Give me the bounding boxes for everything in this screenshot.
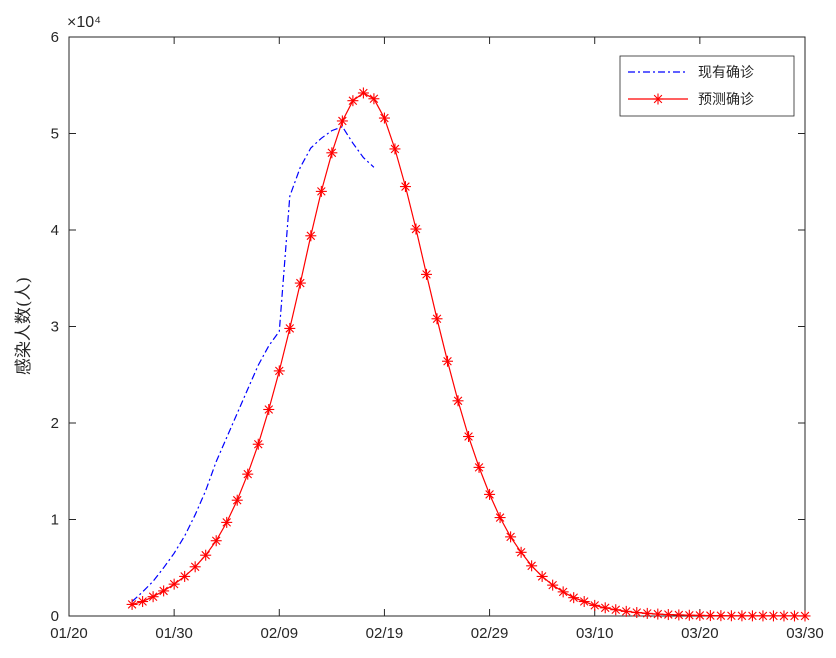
legend-star-marker xyxy=(652,93,664,105)
legend-star xyxy=(652,93,664,105)
data-point xyxy=(263,403,275,415)
data-point xyxy=(505,531,517,543)
data-point xyxy=(147,591,159,603)
data-point xyxy=(568,592,580,604)
data-point xyxy=(631,607,643,619)
data-point xyxy=(357,87,369,99)
data-point xyxy=(336,115,348,127)
data-point xyxy=(463,431,475,443)
x-tick-label: 02/19 xyxy=(366,625,404,642)
data-point xyxy=(179,570,191,582)
data-point xyxy=(378,112,390,124)
data-point xyxy=(704,610,716,622)
data-point xyxy=(410,223,422,235)
data-point xyxy=(431,313,443,325)
data-point xyxy=(641,607,653,619)
data-point xyxy=(168,578,180,590)
data-point xyxy=(231,494,243,506)
data-point xyxy=(126,598,138,610)
data-point xyxy=(652,608,664,620)
data-point xyxy=(452,395,464,407)
data-point xyxy=(210,535,222,547)
y-axis-label: 感染人数(人) xyxy=(14,277,34,375)
x-tick-label: 03/30 xyxy=(786,625,824,642)
data-point xyxy=(715,610,727,622)
x-tick-label: 02/29 xyxy=(471,625,509,642)
data-point xyxy=(736,610,748,622)
data-point xyxy=(473,461,485,473)
legend-label-observed: 现有确诊 xyxy=(698,64,754,80)
y-tick-label: 2 xyxy=(51,415,59,432)
data-point xyxy=(620,605,632,617)
data-point xyxy=(200,549,212,561)
data-point xyxy=(273,365,285,377)
data-point xyxy=(347,95,359,107)
data-point xyxy=(683,609,695,621)
y-tick-label: 6 xyxy=(51,29,59,46)
legend-label-predicted: 预测确诊 xyxy=(698,91,754,107)
data-point xyxy=(294,277,306,289)
x-tick-label: 01/20 xyxy=(50,625,88,642)
data-point xyxy=(557,586,569,598)
y-tick-label: 4 xyxy=(51,222,59,239)
data-point xyxy=(242,468,254,480)
data-point xyxy=(305,230,317,242)
plot-area xyxy=(68,36,806,617)
data-point xyxy=(662,609,674,621)
data-point xyxy=(158,585,170,597)
data-point xyxy=(252,438,264,450)
legend-box xyxy=(619,55,795,117)
data-point xyxy=(589,599,601,611)
data-point xyxy=(746,610,758,622)
y-tick-label: 0 xyxy=(51,608,59,625)
x-tick-label: 03/10 xyxy=(576,625,614,642)
y-tick-label: 5 xyxy=(51,126,59,143)
data-point xyxy=(788,610,800,622)
legend: 现有确诊 预测确诊 xyxy=(619,55,795,117)
data-point xyxy=(399,181,411,193)
data-point xyxy=(610,604,622,616)
y-axis: 0 1 2 3 4 5 6 xyxy=(51,29,805,625)
y-tick-label: 1 xyxy=(51,512,59,529)
data-point xyxy=(526,560,538,572)
data-point xyxy=(389,143,401,155)
data-point xyxy=(284,322,296,334)
data-point xyxy=(778,610,790,622)
series-line-observed xyxy=(131,125,375,602)
data-point xyxy=(599,602,611,614)
data-point xyxy=(673,609,685,621)
data-point xyxy=(368,93,380,105)
x-tick-label: 03/20 xyxy=(681,625,719,642)
data-point xyxy=(578,596,590,608)
x-tick-label: 02/09 xyxy=(261,625,299,642)
series-layer xyxy=(126,87,811,622)
data-point xyxy=(420,268,432,280)
data-point xyxy=(484,488,496,500)
data-point xyxy=(725,610,737,622)
data-point xyxy=(326,147,338,159)
data-point xyxy=(137,596,149,608)
data-point xyxy=(494,512,506,524)
data-point xyxy=(221,516,233,528)
data-point xyxy=(767,610,779,622)
x-tick-label: 01/30 xyxy=(155,625,193,642)
data-point xyxy=(757,610,769,622)
data-point xyxy=(315,185,327,197)
data-point xyxy=(536,570,548,582)
data-point xyxy=(189,561,201,573)
data-point xyxy=(442,355,454,367)
data-point xyxy=(515,546,527,558)
data-point xyxy=(547,579,559,591)
y-exponent-label: ×10⁴ xyxy=(67,14,101,31)
y-tick-label: 3 xyxy=(51,319,59,336)
data-point xyxy=(694,609,706,621)
data-point xyxy=(799,610,811,622)
